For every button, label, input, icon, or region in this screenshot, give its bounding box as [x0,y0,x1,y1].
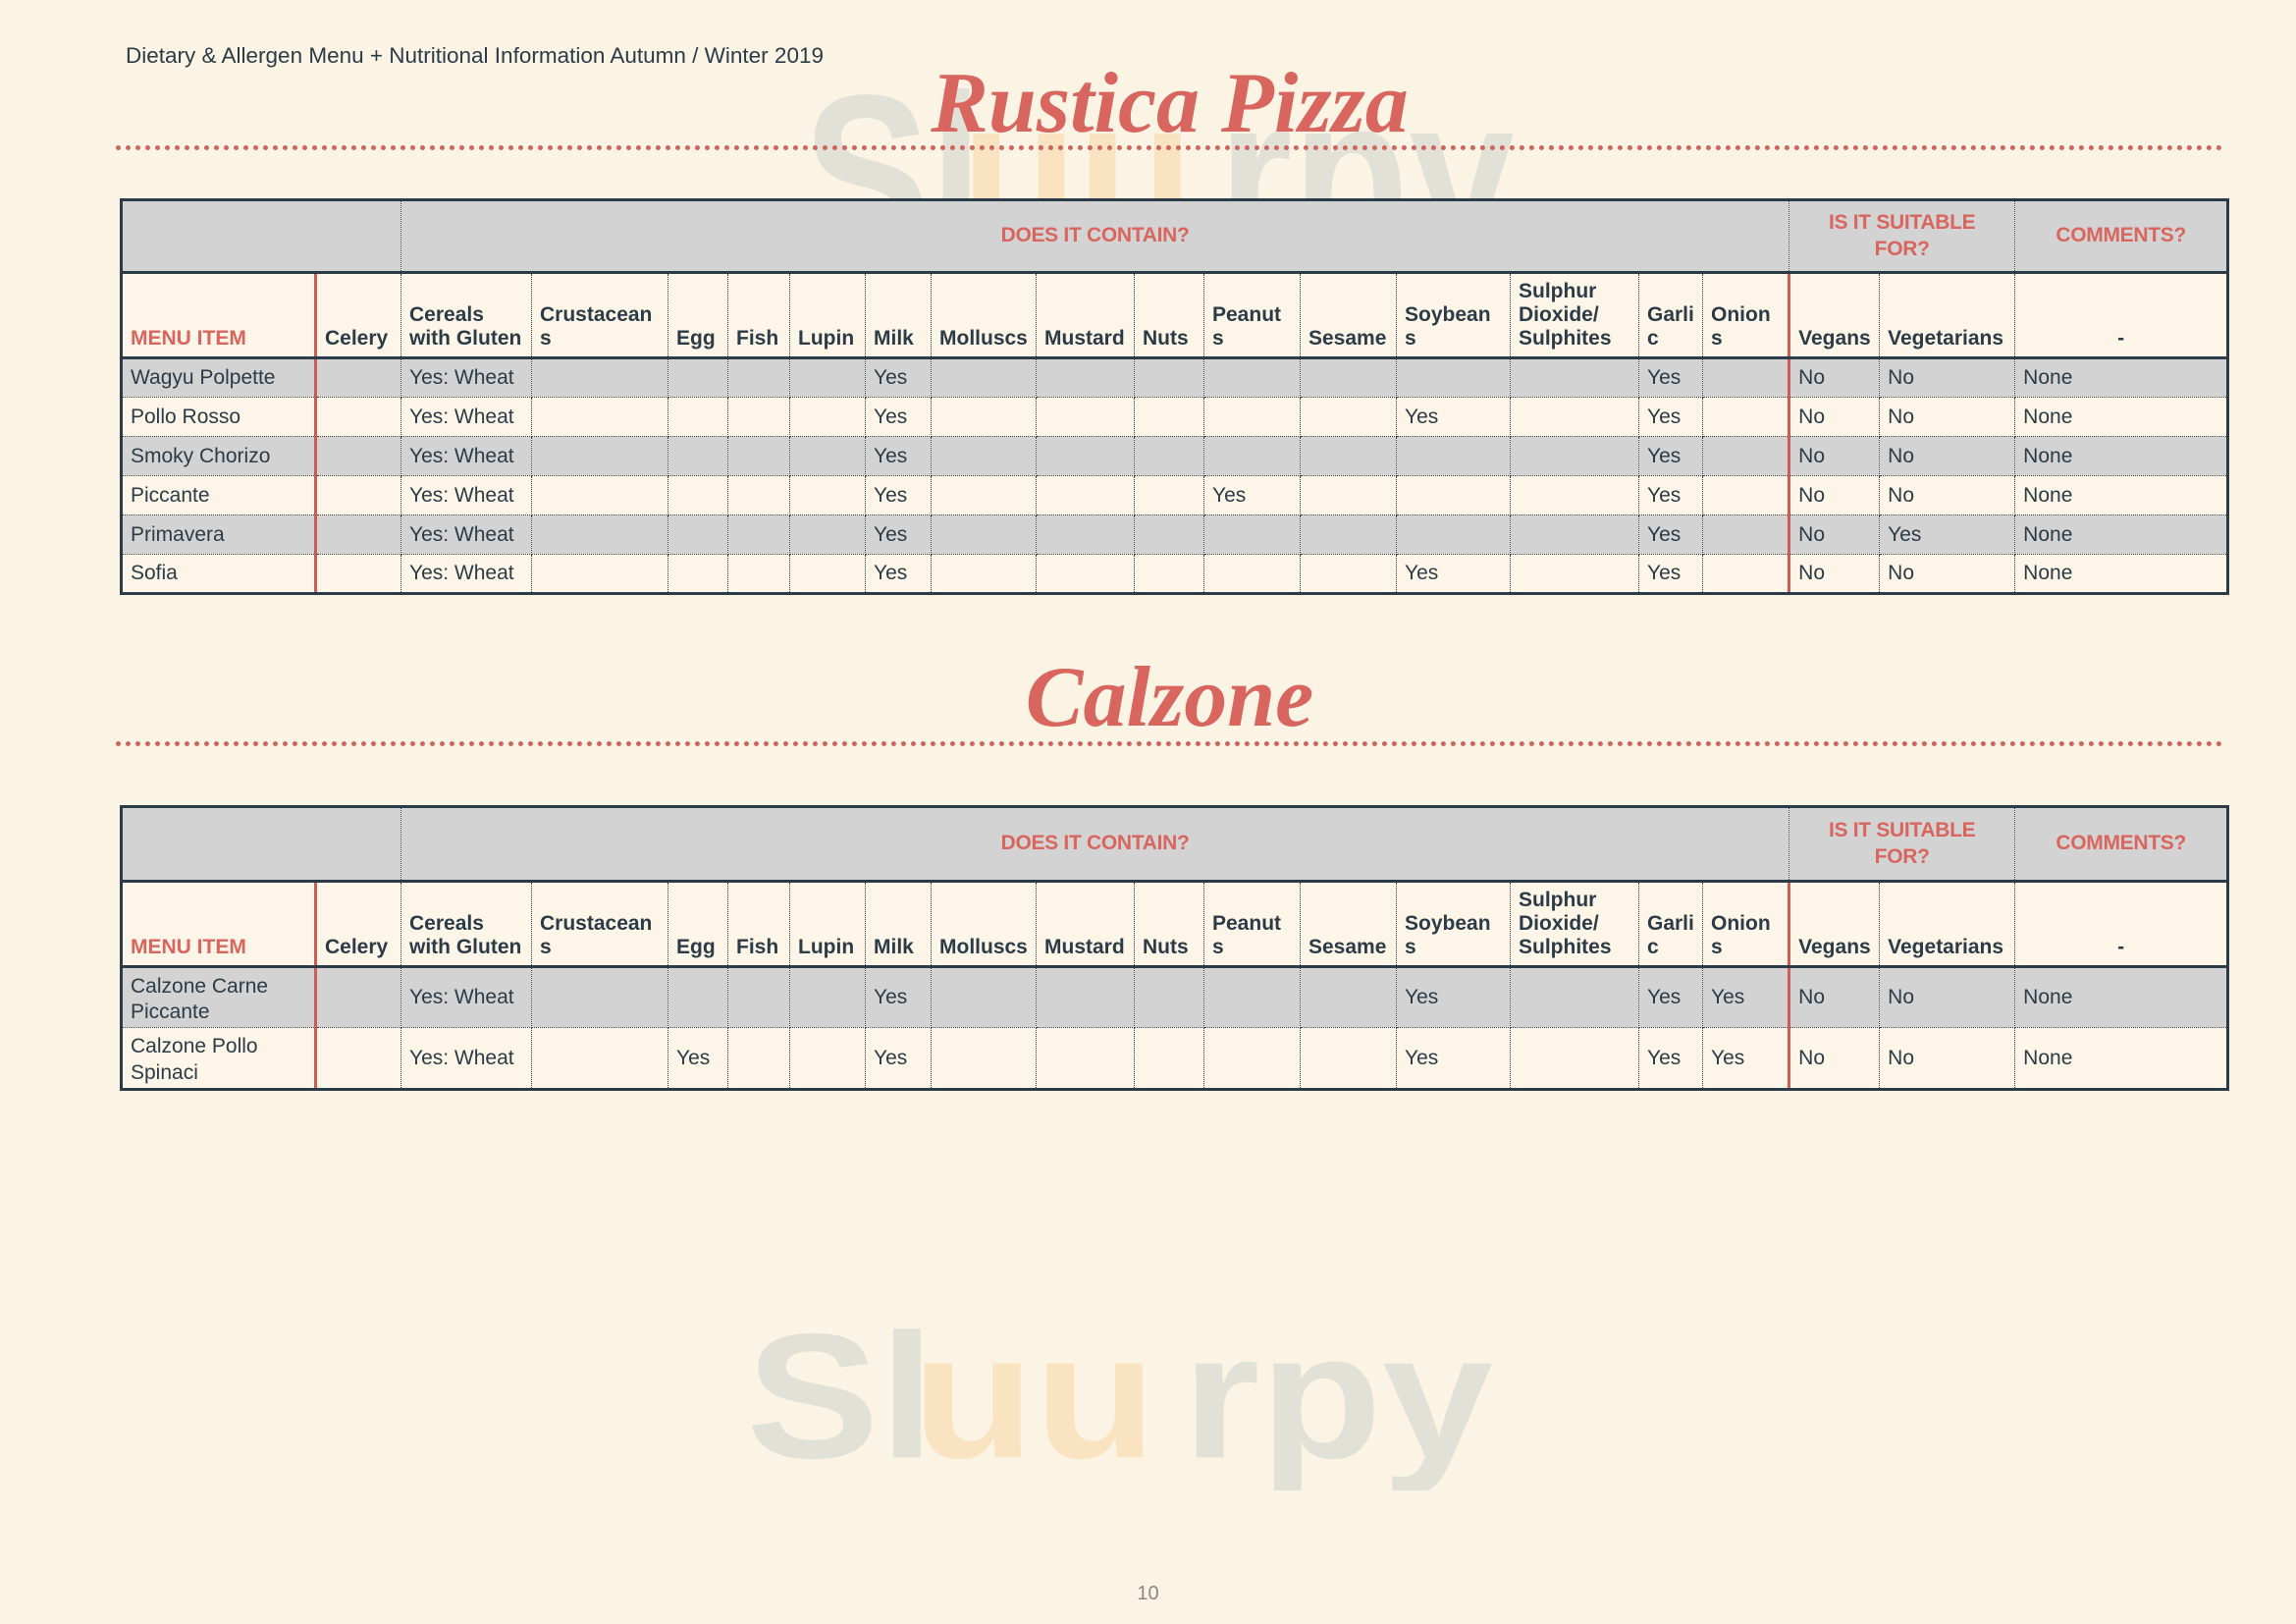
svg-text:rpy: rpy [1182,1306,1493,1490]
svg-text:Sl: Sl [746,1306,934,1490]
svg-text:uu: uu [913,1306,1156,1490]
